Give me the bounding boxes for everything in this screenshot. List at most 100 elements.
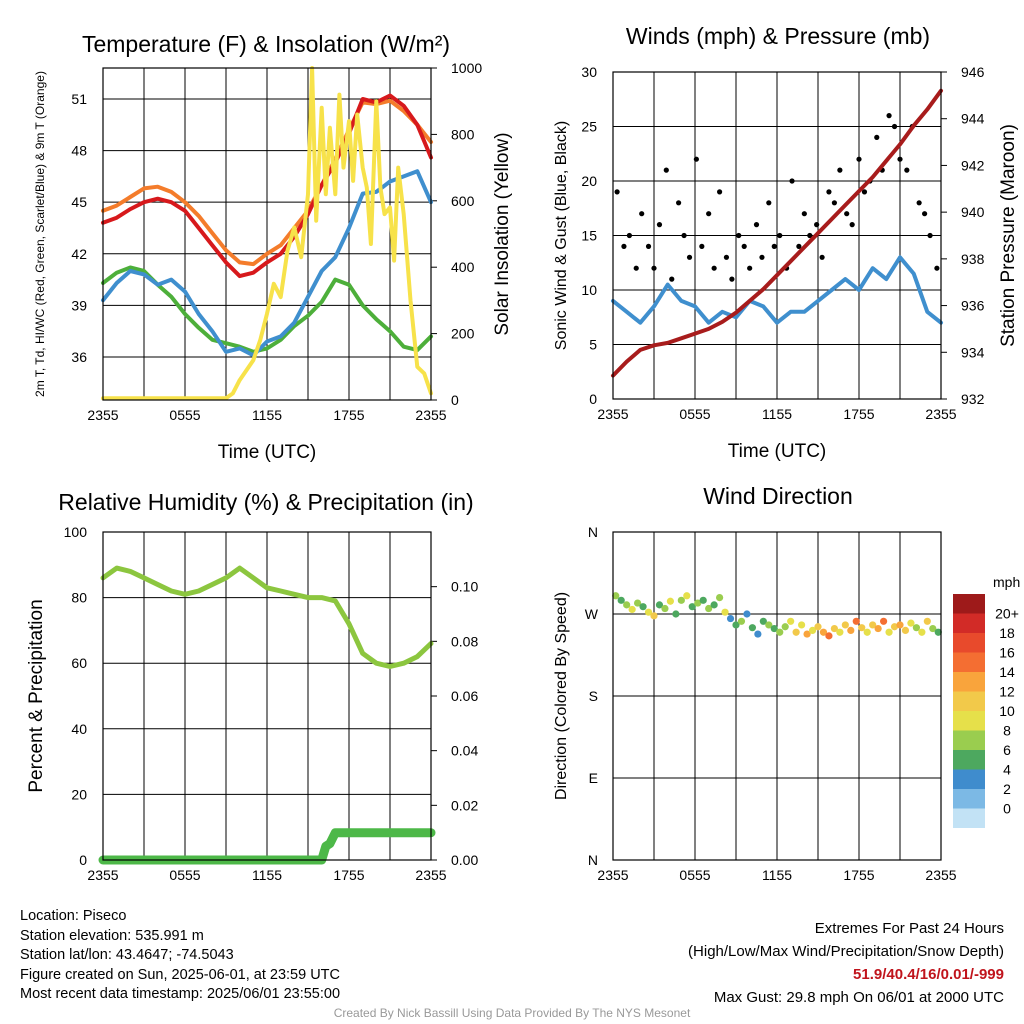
gust-point xyxy=(626,232,633,239)
gust-point xyxy=(681,232,687,239)
gust-point xyxy=(837,167,843,173)
y-tick-label: 36 xyxy=(71,349,87,365)
gust-point xyxy=(711,265,717,271)
legend-swatch xyxy=(953,730,985,750)
legend-swatch xyxy=(953,750,985,770)
wind-direction-point xyxy=(617,596,625,604)
y2-tick-label: 940 xyxy=(961,204,985,220)
gust-point xyxy=(927,232,933,239)
gust-point xyxy=(826,189,832,195)
gust-point xyxy=(916,200,922,206)
y2-tick-label: 400 xyxy=(451,259,475,275)
wind-direction-point xyxy=(918,628,926,636)
extremes-title: Extremes For Past 24 Hours xyxy=(814,920,1004,937)
wind-direction-point xyxy=(814,623,822,631)
gust-point xyxy=(621,243,627,249)
chart-title: Relative Humidity (%) & Precipitation (i… xyxy=(58,489,473,515)
y-tick-label: 40 xyxy=(71,721,87,737)
y-axis-label: 2m T, Td, HI/WC (Red, Green, Scarlet/Blu… xyxy=(33,71,47,397)
legend-label: 10 xyxy=(999,703,1015,719)
legend-label: 16 xyxy=(999,645,1015,661)
legend-label: 20+ xyxy=(995,606,1019,622)
gust-point xyxy=(819,254,825,260)
gust-point xyxy=(669,276,675,282)
wind-direction-point xyxy=(907,619,915,627)
wind-direction-point xyxy=(852,617,860,625)
wind-direction-point xyxy=(890,623,899,631)
y-tick-label: 20 xyxy=(581,173,597,189)
wind-direction-point xyxy=(666,597,675,605)
legend-label: 4 xyxy=(1003,762,1011,778)
gust-point xyxy=(777,232,783,239)
gust-point xyxy=(717,189,723,195)
wind-direction-point xyxy=(726,614,735,623)
y2-tick-label: 0.02 xyxy=(451,797,478,813)
legend-swatch xyxy=(953,769,985,789)
gust-point xyxy=(922,211,928,217)
y2-tick-label: 0.10 xyxy=(451,579,478,595)
gust-point xyxy=(656,222,663,228)
gust-point xyxy=(699,243,705,249)
plot-frame xyxy=(612,71,942,400)
x-tick-label: 2355 xyxy=(87,407,118,423)
legend-label: 12 xyxy=(999,684,1015,700)
x-tick-label: 1155 xyxy=(252,867,282,883)
wind-direction-point xyxy=(847,626,855,635)
x-tick-label: 1755 xyxy=(333,407,364,423)
chart-wind_direction: 2355 0555 1155 1755 2355NESWNmph20+181614121… xyxy=(553,483,1020,883)
wind-direction-point xyxy=(929,624,937,633)
wind-direction-point xyxy=(628,605,636,614)
station-info: Location: Piseco Station elevation: 535.… xyxy=(20,907,340,1005)
chart-title: Temperature (F) & Insolation (W/m²) xyxy=(82,31,450,57)
y2-tick-label: 600 xyxy=(451,193,475,209)
y-tick-label: W xyxy=(585,606,599,622)
y2-axis-label: Solar Insolation (Yellow) xyxy=(492,132,513,335)
wind-direction-point xyxy=(901,626,910,635)
legend-title: mph xyxy=(993,574,1020,590)
legend-label: 18 xyxy=(999,625,1015,641)
y-tick-label: 39 xyxy=(71,297,87,313)
y-tick-label: S xyxy=(589,688,598,704)
x-tick-label: 1755 xyxy=(843,867,874,883)
gust-point xyxy=(645,243,652,249)
wind-direction-point xyxy=(672,610,680,618)
chart-title: Wind Direction xyxy=(703,483,853,509)
gust-point xyxy=(886,113,892,119)
gust-point xyxy=(759,254,765,260)
gust-point xyxy=(904,167,910,173)
y2-tick-label: 200 xyxy=(451,326,475,342)
x-tick-label: 2355 xyxy=(415,867,446,883)
x-tick-label: 0555 xyxy=(679,867,710,883)
wind-direction-point xyxy=(923,617,931,625)
x-tick-label: 1755 xyxy=(843,406,874,422)
chart-title: Winds (mph) & Pressure (mb) xyxy=(626,23,930,49)
extremes-panel: Extremes For Past 24 Hours (High/Low/Max… xyxy=(688,917,1004,1009)
y-tick-label: 5 xyxy=(589,337,597,353)
y2-tick-label: 938 xyxy=(961,251,985,267)
y-tick-label: 0 xyxy=(79,852,87,868)
x-tick-label: 0555 xyxy=(169,867,200,883)
max-gust: Max Gust: 29.8 mph On 06/01 at 2000 UTC xyxy=(713,989,1004,1006)
wind-direction-point xyxy=(896,621,904,629)
wind-direction-point xyxy=(765,621,773,629)
extremes-values: 51.9/40.4/16/0.01/-999 xyxy=(853,966,1004,983)
series-line xyxy=(611,255,943,325)
gust-point xyxy=(651,265,657,271)
x-tick-label: 2355 xyxy=(87,867,118,883)
chart-temperature: 2355 0555 1155 1755 2355 36 39 42 45 48 51 0 200 400 6… xyxy=(33,31,513,463)
y-tick-label: 100 xyxy=(64,524,88,540)
y2-tick-label: 936 xyxy=(961,298,985,314)
credit-line: Created By Nick Bassill Using Data Provi… xyxy=(333,1006,691,1020)
legend-label: 6 xyxy=(1003,742,1011,758)
wind-direction-point xyxy=(623,601,631,609)
y-tick-label: 80 xyxy=(71,590,87,606)
series-line xyxy=(100,565,434,669)
gust-point xyxy=(663,167,669,173)
x-axis-label: Time (UTC) xyxy=(728,441,827,462)
wind-direction-point xyxy=(710,601,718,609)
y-tick-label: 10 xyxy=(581,282,597,298)
wind-direction-point xyxy=(781,623,789,631)
y2-tick-label: 0.06 xyxy=(451,688,478,704)
y2-tick-label: 800 xyxy=(451,126,475,142)
